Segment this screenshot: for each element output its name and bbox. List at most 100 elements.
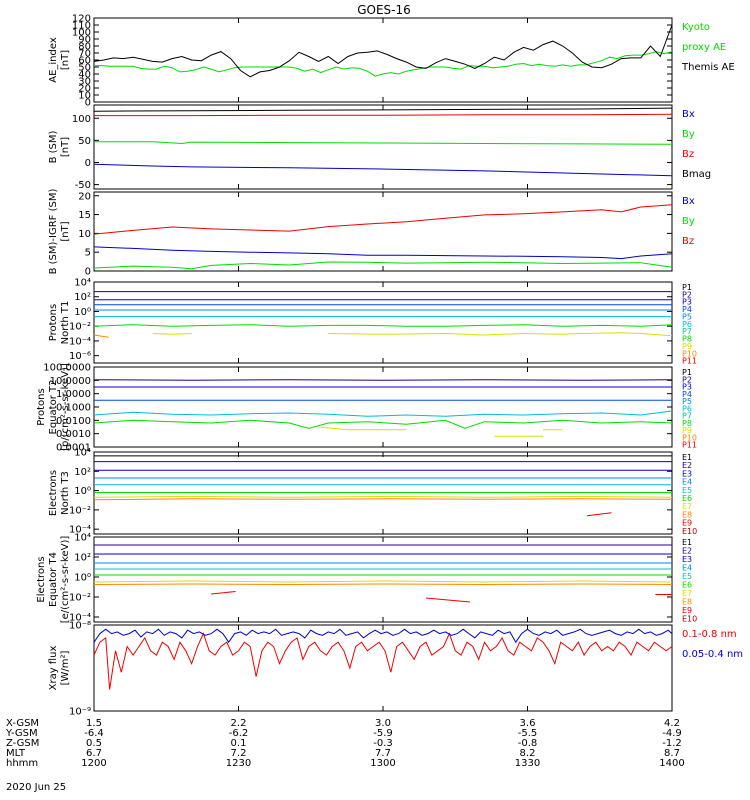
legend-entry: Bz	[682, 149, 694, 160]
y-axis-label: Electrons	[48, 470, 59, 516]
y-tick-label: 10⁻⁸	[69, 621, 91, 632]
panel-pn: 10⁴ 10² 10⁰ 10⁻² 10⁻⁴ 10⁻⁶ Protons North T1 P1P2…	[48, 278, 697, 366]
x-tick-value: 1200	[81, 758, 106, 769]
legend-entry: P9	[682, 426, 692, 435]
x-tick-value: 6.7	[86, 748, 102, 759]
y-tick-label: 10⁻⁴	[69, 336, 91, 347]
y-tick-label: 10⁻²	[69, 322, 91, 333]
legend-entry: P8	[682, 335, 692, 344]
series-line	[93, 324, 673, 327]
panel-bdiff: 0 5 10 15 20 B (SM)-IGRF (SM) [nT] Bx By Bz	[48, 189, 695, 278]
y-tick-label: 10⁴	[74, 448, 91, 459]
y-axis-label: AE_index	[48, 37, 59, 83]
y-tick-label: 110	[72, 21, 91, 32]
legend-entry: P11	[682, 357, 697, 366]
y-tick-label: 70	[78, 49, 91, 60]
series-line	[93, 163, 673, 177]
series-line	[93, 261, 673, 270]
legend-entry: P9	[682, 342, 692, 351]
legend-entry: E2	[682, 547, 692, 556]
legend-entry: P4	[682, 305, 692, 314]
x-tick-value: -6.4	[84, 728, 104, 739]
legend-entry: P8	[682, 419, 692, 428]
y-tick-label: 90	[78, 35, 91, 46]
y-axis-label: B (SM)	[48, 130, 59, 163]
y-tick-label: 10⁰	[74, 486, 91, 497]
legend-entry: P6	[682, 320, 692, 329]
y-tick-label: 0	[85, 267, 91, 278]
panel-frame	[93, 624, 673, 712]
x-tick-value: 8.2	[520, 748, 536, 759]
legend-entry: P3	[682, 298, 692, 307]
y-tick-label: 100	[72, 28, 91, 39]
legend-entry: E7	[682, 589, 692, 598]
panel-frame	[93, 281, 673, 364]
x-tick-value: 1300	[370, 758, 395, 769]
series-line	[94, 113, 673, 117]
y-axis-label: North T3	[60, 471, 71, 515]
date-label: 2020 Jun 25	[6, 782, 66, 793]
x-tick-value: 3.0	[375, 718, 391, 729]
y-axis-label: B (SM)-IGRF (SM)	[48, 189, 59, 275]
legend-entry: E1	[682, 453, 692, 462]
y-tick-label: 10⁰	[74, 307, 91, 318]
y-tick-label: 20	[78, 84, 91, 95]
legend-entry: E4	[682, 564, 692, 573]
y-axis-label: Electrons	[36, 556, 47, 602]
x-row-label: hhmm	[6, 758, 38, 769]
y-tick-label: 10⁴	[74, 278, 91, 289]
series-line	[93, 419, 673, 429]
panel-frame	[93, 366, 673, 448]
y-tick-label: 0	[85, 158, 91, 169]
x-tick-value: 4.2	[664, 718, 680, 729]
y-tick-label: 10⁻²	[69, 505, 91, 516]
x-tick-value: 2.2	[231, 718, 247, 729]
legend-entry: P2	[682, 375, 692, 384]
panel-en: 10⁴ 10² 10⁰ 10⁻² 10⁻⁴ Electrons North T3 E1E2E3…	[48, 448, 697, 536]
legend-entry: E4	[682, 478, 692, 487]
legend-entry: P5	[682, 312, 692, 321]
y-axis-label: [nT]	[60, 50, 71, 70]
series-line	[328, 332, 673, 337]
series-line	[318, 426, 407, 431]
x-tick-value: 1330	[515, 758, 540, 769]
y-tick-label: 100.0000	[43, 363, 91, 374]
x-tick-value: -6.2	[229, 728, 249, 739]
y-tick-label: 0.0010	[56, 429, 91, 440]
series-line	[93, 498, 673, 501]
y-tick-label: 30	[78, 77, 91, 88]
x-tick-value: 0.1	[231, 738, 247, 749]
legend-entry: E6	[682, 494, 692, 503]
y-axis-label: [W/m²]	[60, 650, 71, 685]
legend-entry: Kyoto	[682, 22, 710, 33]
x-row-label: X-GSM	[6, 718, 39, 729]
y-axis-label: [p/(cm²-s-sr-keV)]	[60, 363, 71, 451]
y-axis-label: Protons	[36, 388, 47, 425]
y-axis-label: Protons	[48, 304, 59, 341]
series-line	[587, 512, 612, 517]
y-axis-label: Xray flux	[48, 646, 59, 691]
x-tick-value: -4.9	[662, 728, 682, 739]
legend-entry: 0.1-0.8 nm	[682, 629, 737, 640]
y-tick-label: 0.0100	[56, 416, 91, 427]
legend-entry: Bx	[682, 196, 695, 207]
series-line	[93, 410, 673, 417]
y-tick-label: 10	[78, 229, 91, 240]
x-tick-value: 3.6	[520, 718, 536, 729]
legend-entry: E9	[682, 519, 692, 528]
y-tick-label: 10⁰	[74, 573, 91, 584]
legend-entry: P7	[682, 412, 692, 421]
series-line	[93, 580, 673, 583]
y-tick-label: 50	[78, 63, 91, 74]
x-tick-value: 7.2	[231, 748, 247, 759]
y-tick-label: 20	[78, 191, 91, 202]
y-tick-label: 0	[85, 98, 91, 109]
series-line	[94, 141, 673, 145]
y-axis-label: [nT]	[60, 137, 71, 157]
y-tick-label: 40	[78, 70, 91, 81]
y-axis-label: Equator T4	[48, 552, 59, 607]
legend-entry: E5	[682, 572, 692, 581]
x-tick-value: -0.8	[518, 738, 538, 749]
